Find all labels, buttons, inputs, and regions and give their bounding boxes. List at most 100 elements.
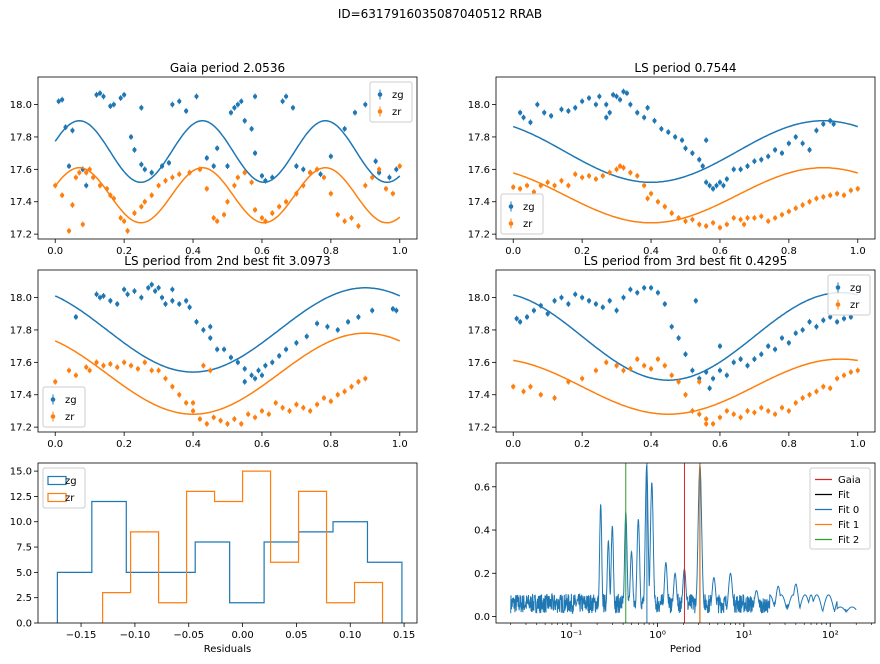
data-point <box>328 191 333 196</box>
data-point <box>259 173 265 178</box>
x-tick-label: −0.05 <box>173 630 204 641</box>
data-point <box>814 389 819 394</box>
data-point <box>397 164 402 169</box>
data-point <box>177 392 182 397</box>
data-point <box>704 223 709 229</box>
data-point <box>759 157 764 162</box>
data-point <box>394 167 399 172</box>
data-point <box>352 110 358 115</box>
data-point <box>377 167 382 172</box>
data-point <box>731 215 736 221</box>
data-point <box>94 292 99 297</box>
data-point <box>690 368 695 373</box>
data-point <box>821 318 826 323</box>
data-point <box>66 164 72 169</box>
data-point <box>60 193 65 198</box>
x-tick-label: 10⁰ <box>649 630 666 641</box>
data-point <box>187 305 192 310</box>
data-point <box>614 308 619 313</box>
data-point <box>621 368 626 373</box>
data-point <box>710 421 716 426</box>
data-point <box>593 368 599 373</box>
data-point <box>662 363 667 368</box>
data-point <box>645 105 650 110</box>
data-point <box>249 126 254 131</box>
fit-curve <box>54 166 401 224</box>
data-point <box>201 327 206 333</box>
data-point <box>70 202 75 208</box>
data-point <box>800 395 805 401</box>
data-point <box>328 154 333 159</box>
x-tick-label: −0.10 <box>120 630 151 641</box>
data-point <box>766 154 771 159</box>
y-tick-label: 0.0 <box>474 612 490 623</box>
data-point <box>204 186 209 191</box>
axes-frame <box>37 462 418 624</box>
data-point <box>707 183 712 188</box>
data-point <box>363 376 368 381</box>
data-point <box>752 215 757 221</box>
data-point <box>215 146 220 151</box>
data-point <box>786 209 791 214</box>
histogram-step <box>102 470 384 623</box>
legend: Gaia Fit Fit 0 Fit 1 Fit 2 <box>809 467 871 550</box>
data-point <box>252 151 258 156</box>
data-point <box>211 164 216 169</box>
data-point <box>335 392 340 397</box>
data-point <box>215 219 220 224</box>
data-point <box>132 147 137 152</box>
data-point <box>56 99 61 104</box>
data-point <box>545 180 550 185</box>
data-point <box>128 363 134 368</box>
data-point <box>125 292 130 297</box>
data-point <box>177 172 182 177</box>
x-tick-label: 0.8 <box>781 439 797 450</box>
y-tick-label: 17.4 <box>468 390 490 401</box>
data-point <box>194 319 199 324</box>
data-point <box>518 110 523 115</box>
data-point <box>249 373 254 378</box>
data-point <box>841 316 847 321</box>
data-point <box>377 170 382 175</box>
data-point <box>724 176 729 182</box>
data-point <box>724 408 729 414</box>
data-point <box>356 379 361 384</box>
data-point <box>793 400 798 405</box>
data-point <box>669 210 674 216</box>
axes-frame <box>37 76 418 240</box>
data-point <box>94 92 99 97</box>
data-point <box>669 373 674 378</box>
y-tick-label: 18.0 <box>10 293 32 304</box>
y-tick-label: 12.5 <box>10 492 32 503</box>
data-point <box>645 196 650 201</box>
data-point <box>370 175 375 180</box>
data-point <box>814 324 819 329</box>
data-point <box>342 389 347 394</box>
legend-label: Fit 1 <box>838 520 859 531</box>
data-point <box>97 91 103 96</box>
x-tick-label: 0.0 <box>47 439 63 450</box>
panel-1: 0.0 0.2 0.4 0.6 0.8 1.0 17.2 17.4 17.6 17.8 18.0 Ga… <box>10 61 418 257</box>
data-point <box>814 128 819 133</box>
data-point <box>211 415 216 420</box>
x-tick-label: 0.15 <box>393 630 415 641</box>
data-point <box>132 288 137 294</box>
data-point <box>662 301 667 307</box>
data-point <box>259 215 265 221</box>
data-point <box>573 172 578 177</box>
x-tick-label: 0.00 <box>231 630 253 641</box>
data-point <box>807 147 812 152</box>
y-tick-label: 0.0 <box>16 619 32 630</box>
data-point <box>270 210 275 216</box>
data-point <box>170 287 175 292</box>
data-point <box>349 215 354 221</box>
data-point <box>314 321 320 326</box>
periodogram-line <box>510 463 857 614</box>
fit-curve <box>513 358 858 415</box>
data-point <box>108 298 113 303</box>
data-point <box>277 204 282 209</box>
x-tick-label: 10⁻¹ <box>560 630 582 641</box>
panel-2: 0.0 0.2 0.4 0.6 0.8 1.0 17.2 17.4 17.6 17.8 18.0 LS… <box>468 61 876 257</box>
data-point <box>714 183 719 188</box>
